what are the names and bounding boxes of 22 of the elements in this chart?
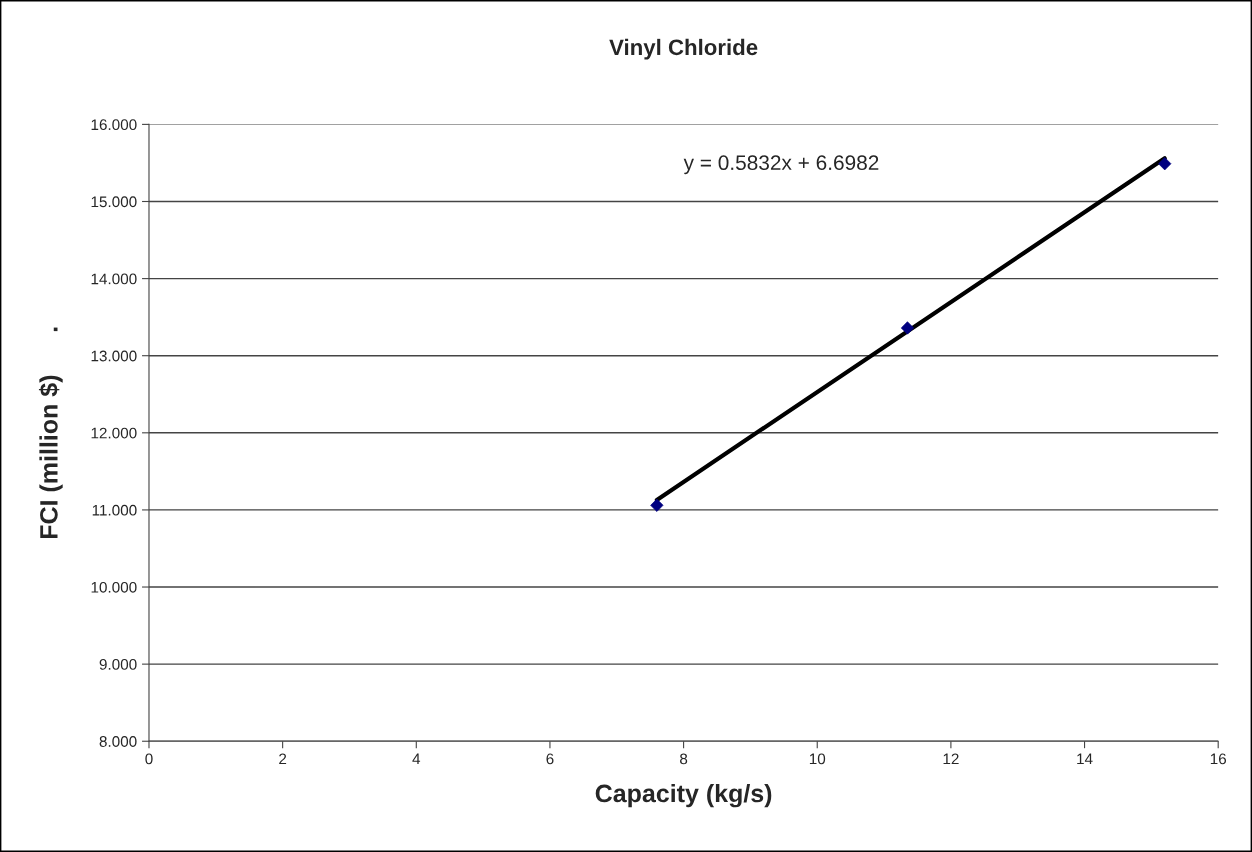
chart-title: Vinyl Chloride [609, 38, 758, 60]
y-tick-label: 9.000 [99, 659, 137, 670]
y-tick-label: 15.000 [91, 196, 137, 208]
y-tick-label: 12.000 [91, 427, 137, 439]
y-tick-label: 11.000 [92, 504, 137, 516]
x-axis-title: Capacity (kg/s) [595, 783, 772, 808]
y-axis-title: FCI (million $) . [38, 327, 63, 539]
y-tick-label: 13.000 [91, 350, 137, 362]
y-tick-label: 14.000 [91, 273, 137, 285]
y-tick-label: 8.000 [99, 736, 137, 747]
x-tick-label: 10 [809, 753, 826, 765]
x-tick-label: 2 [279, 753, 287, 765]
y-tick-label: 16.000 [91, 119, 137, 131]
x-tick-label: 6 [546, 753, 554, 765]
x-tick-label: 0 [145, 753, 153, 765]
annotation: y = 0.5832x + 6.6982 [683, 155, 879, 175]
x-tick-label: 14 [1077, 753, 1093, 765]
x-tick-label: 12 [943, 753, 959, 765]
x-tick-label: 16 [1210, 753, 1227, 765]
y-tick-label: 10.000 [91, 581, 137, 593]
x-tick-label: 4 [412, 753, 421, 765]
x-tick-label: 8 [680, 753, 688, 765]
